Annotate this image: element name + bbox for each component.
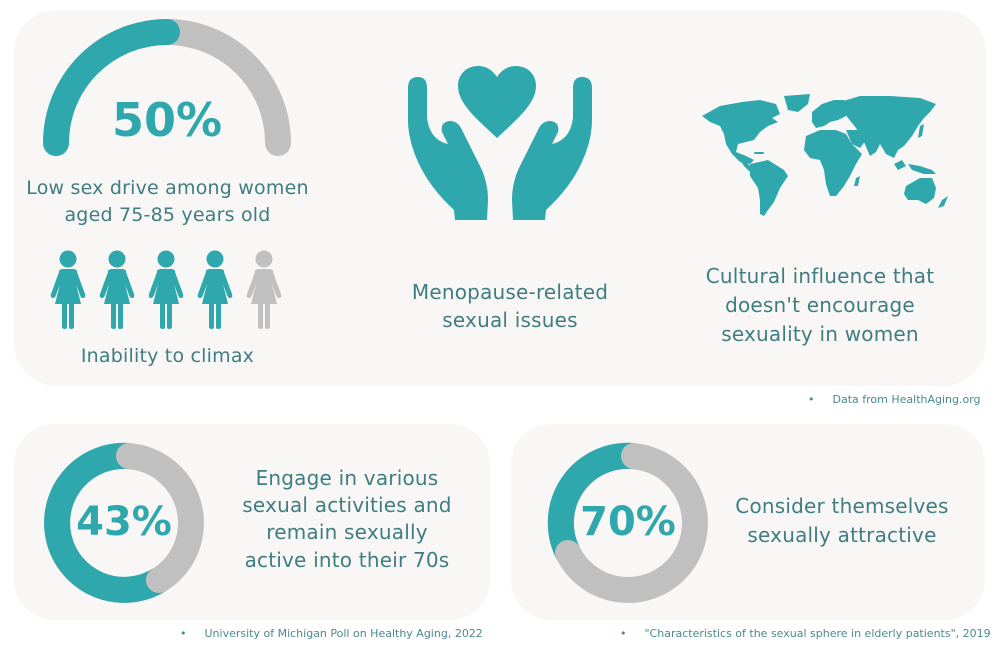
woman-figure-icon	[99, 250, 135, 329]
source-text: "Characteristics of the sexual sphere in…	[644, 627, 991, 640]
menopause-caption-line1: Menopause-related	[411, 280, 609, 304]
source-healthaging: • Data from HealthAging.org	[808, 393, 981, 406]
woman-figure-icon	[197, 250, 233, 329]
source-text: Data from HealthAging.org	[832, 393, 981, 406]
caption-70-line2: sexually attractive	[747, 523, 937, 547]
menopause-caption-line2: sexual issues	[442, 308, 578, 332]
source-umich: • University of Michigan Poll on Healthy …	[180, 627, 483, 640]
woman-figure-icon	[50, 250, 86, 329]
half-gauge-chart	[43, 19, 291, 156]
world-map-icon	[702, 94, 948, 216]
woman-figure-icon	[148, 250, 184, 329]
donut-chart-43	[44, 442, 204, 603]
culture-caption-line1: Cultural influence that	[705, 264, 935, 288]
caption-43-line2: sexual activities and	[242, 493, 452, 517]
gauge-value: 50%	[111, 93, 223, 147]
culture-caption-line3: sexuality in women	[721, 322, 919, 346]
source-text: University of Michigan Poll on Healthy A…	[204, 627, 483, 640]
caption-43-line3: remain sexually	[266, 520, 428, 544]
caption-43-line4: active into their 70s	[244, 548, 450, 572]
woman-figure-icon	[246, 250, 282, 329]
caption-43-line1: Engage in various	[255, 466, 439, 490]
gauge-caption-line1: Low sex drive among women	[26, 177, 309, 199]
donut-chart-70	[547, 442, 708, 603]
bullet-icon: •	[808, 393, 815, 406]
hands-holding-heart-icon	[408, 66, 592, 220]
donut-value-70: 70%	[580, 499, 676, 545]
gauge-caption-line2: aged 75-85 years old	[64, 204, 271, 226]
culture-caption-line2: doesn't encourage	[725, 293, 915, 317]
figures-caption: Inability to climax	[80, 345, 255, 367]
source-characteristics: • "Characteristics of the sexual sphere i…	[620, 627, 991, 640]
bullet-icon: •	[620, 627, 627, 640]
bullet-icon: •	[180, 627, 187, 640]
top-stats-card	[14, 10, 986, 386]
caption-70-line1: Consider themselves	[735, 494, 949, 518]
woman-figures-row	[50, 250, 282, 329]
donut-value-43: 43%	[76, 499, 172, 545]
